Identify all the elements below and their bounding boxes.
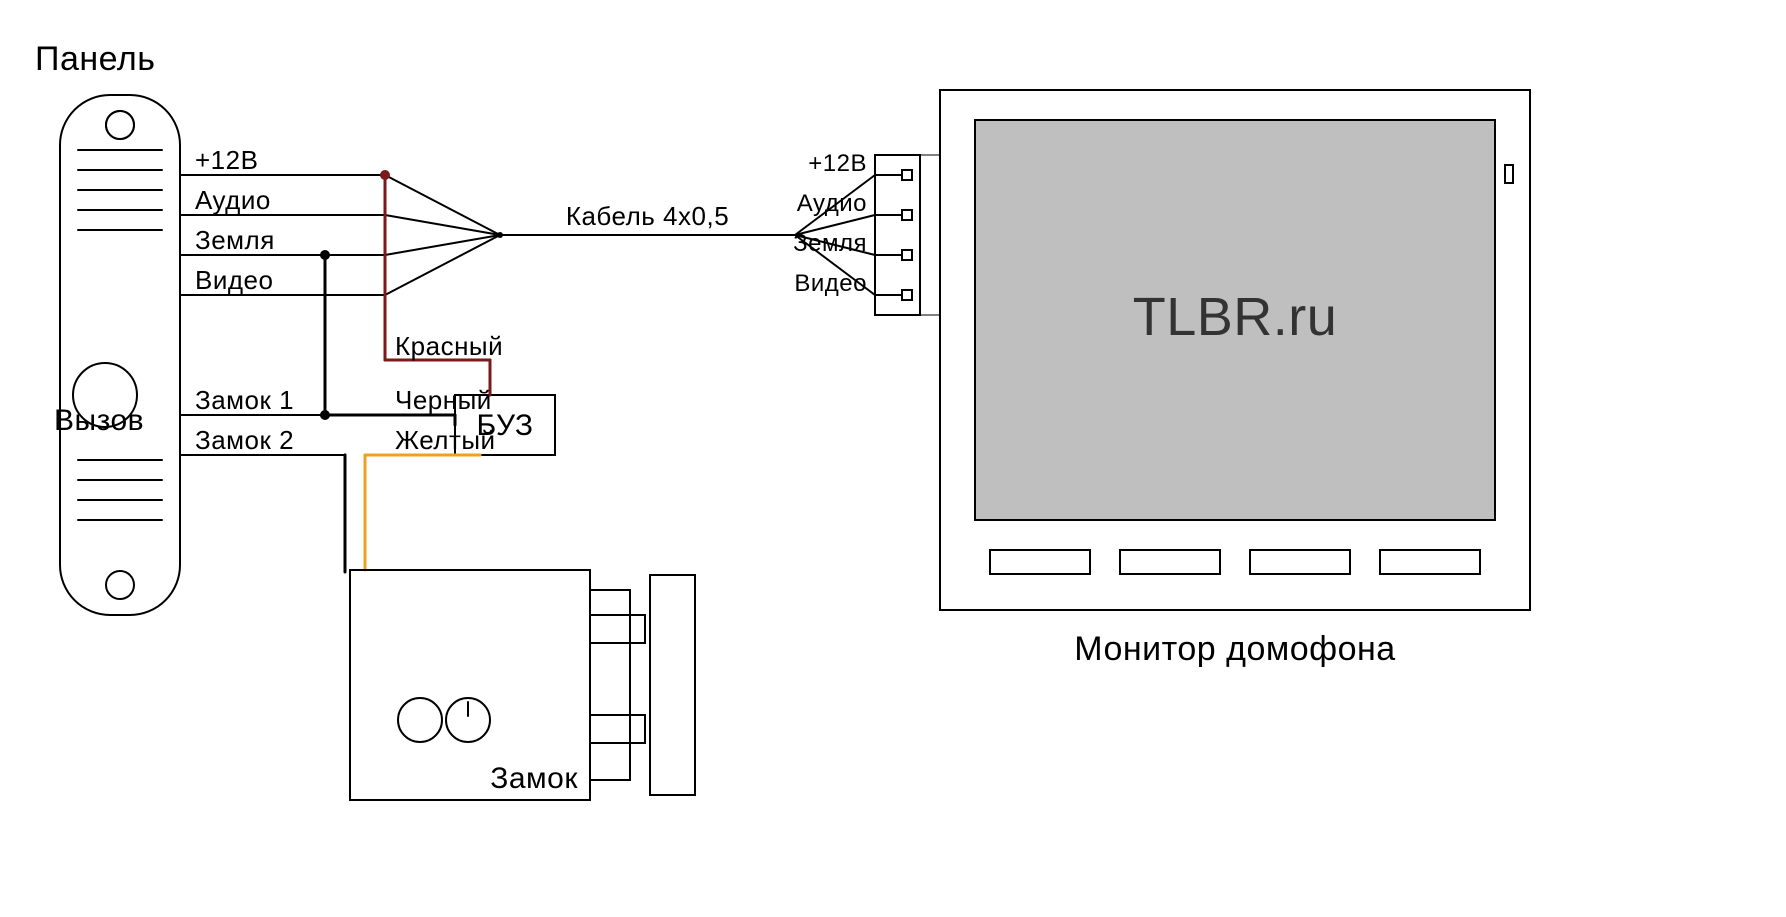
terminal-block: [875, 155, 920, 315]
monitor-term-audio: Аудио: [797, 190, 867, 217]
call-label: Вызов: [54, 404, 144, 437]
monitor-term-video: Видео: [794, 270, 867, 297]
panel-wire-lock2: Замок 2: [195, 425, 294, 455]
panel-wire-lock1: Замок 1: [195, 385, 294, 415]
panel-wire-gnd: Земля: [195, 225, 275, 255]
cable-label: Кабель 4х0,5: [566, 201, 729, 231]
wiring-diagram: Панель Вызов +12В Аудио Земля Видео Замок 1 Зам…: [0, 0, 1600, 820]
monitor-button-2: [1250, 550, 1350, 574]
monitor-term-v12: +12В: [808, 150, 867, 177]
monitor-button-0: [990, 550, 1090, 574]
monitor-title: Монитор домофона: [1074, 630, 1395, 668]
panel-title: Панель: [35, 40, 155, 78]
wire-black-label: Черный: [395, 385, 492, 415]
screen-text: TLBR.ru: [1133, 287, 1338, 347]
panel-wire-video: Видео: [195, 265, 273, 295]
panel-wire-v12: +12В: [195, 145, 258, 175]
panel-wire-audio: Аудио: [195, 185, 271, 215]
wire-yellow-label: Желтый: [395, 425, 496, 455]
monitor-button-1: [1120, 550, 1220, 574]
lock-label: Замок: [490, 762, 578, 795]
monitor-term-gnd: Земля: [793, 230, 867, 257]
wire-red-label: Красный: [395, 331, 503, 361]
monitor-button-3: [1380, 550, 1480, 574]
